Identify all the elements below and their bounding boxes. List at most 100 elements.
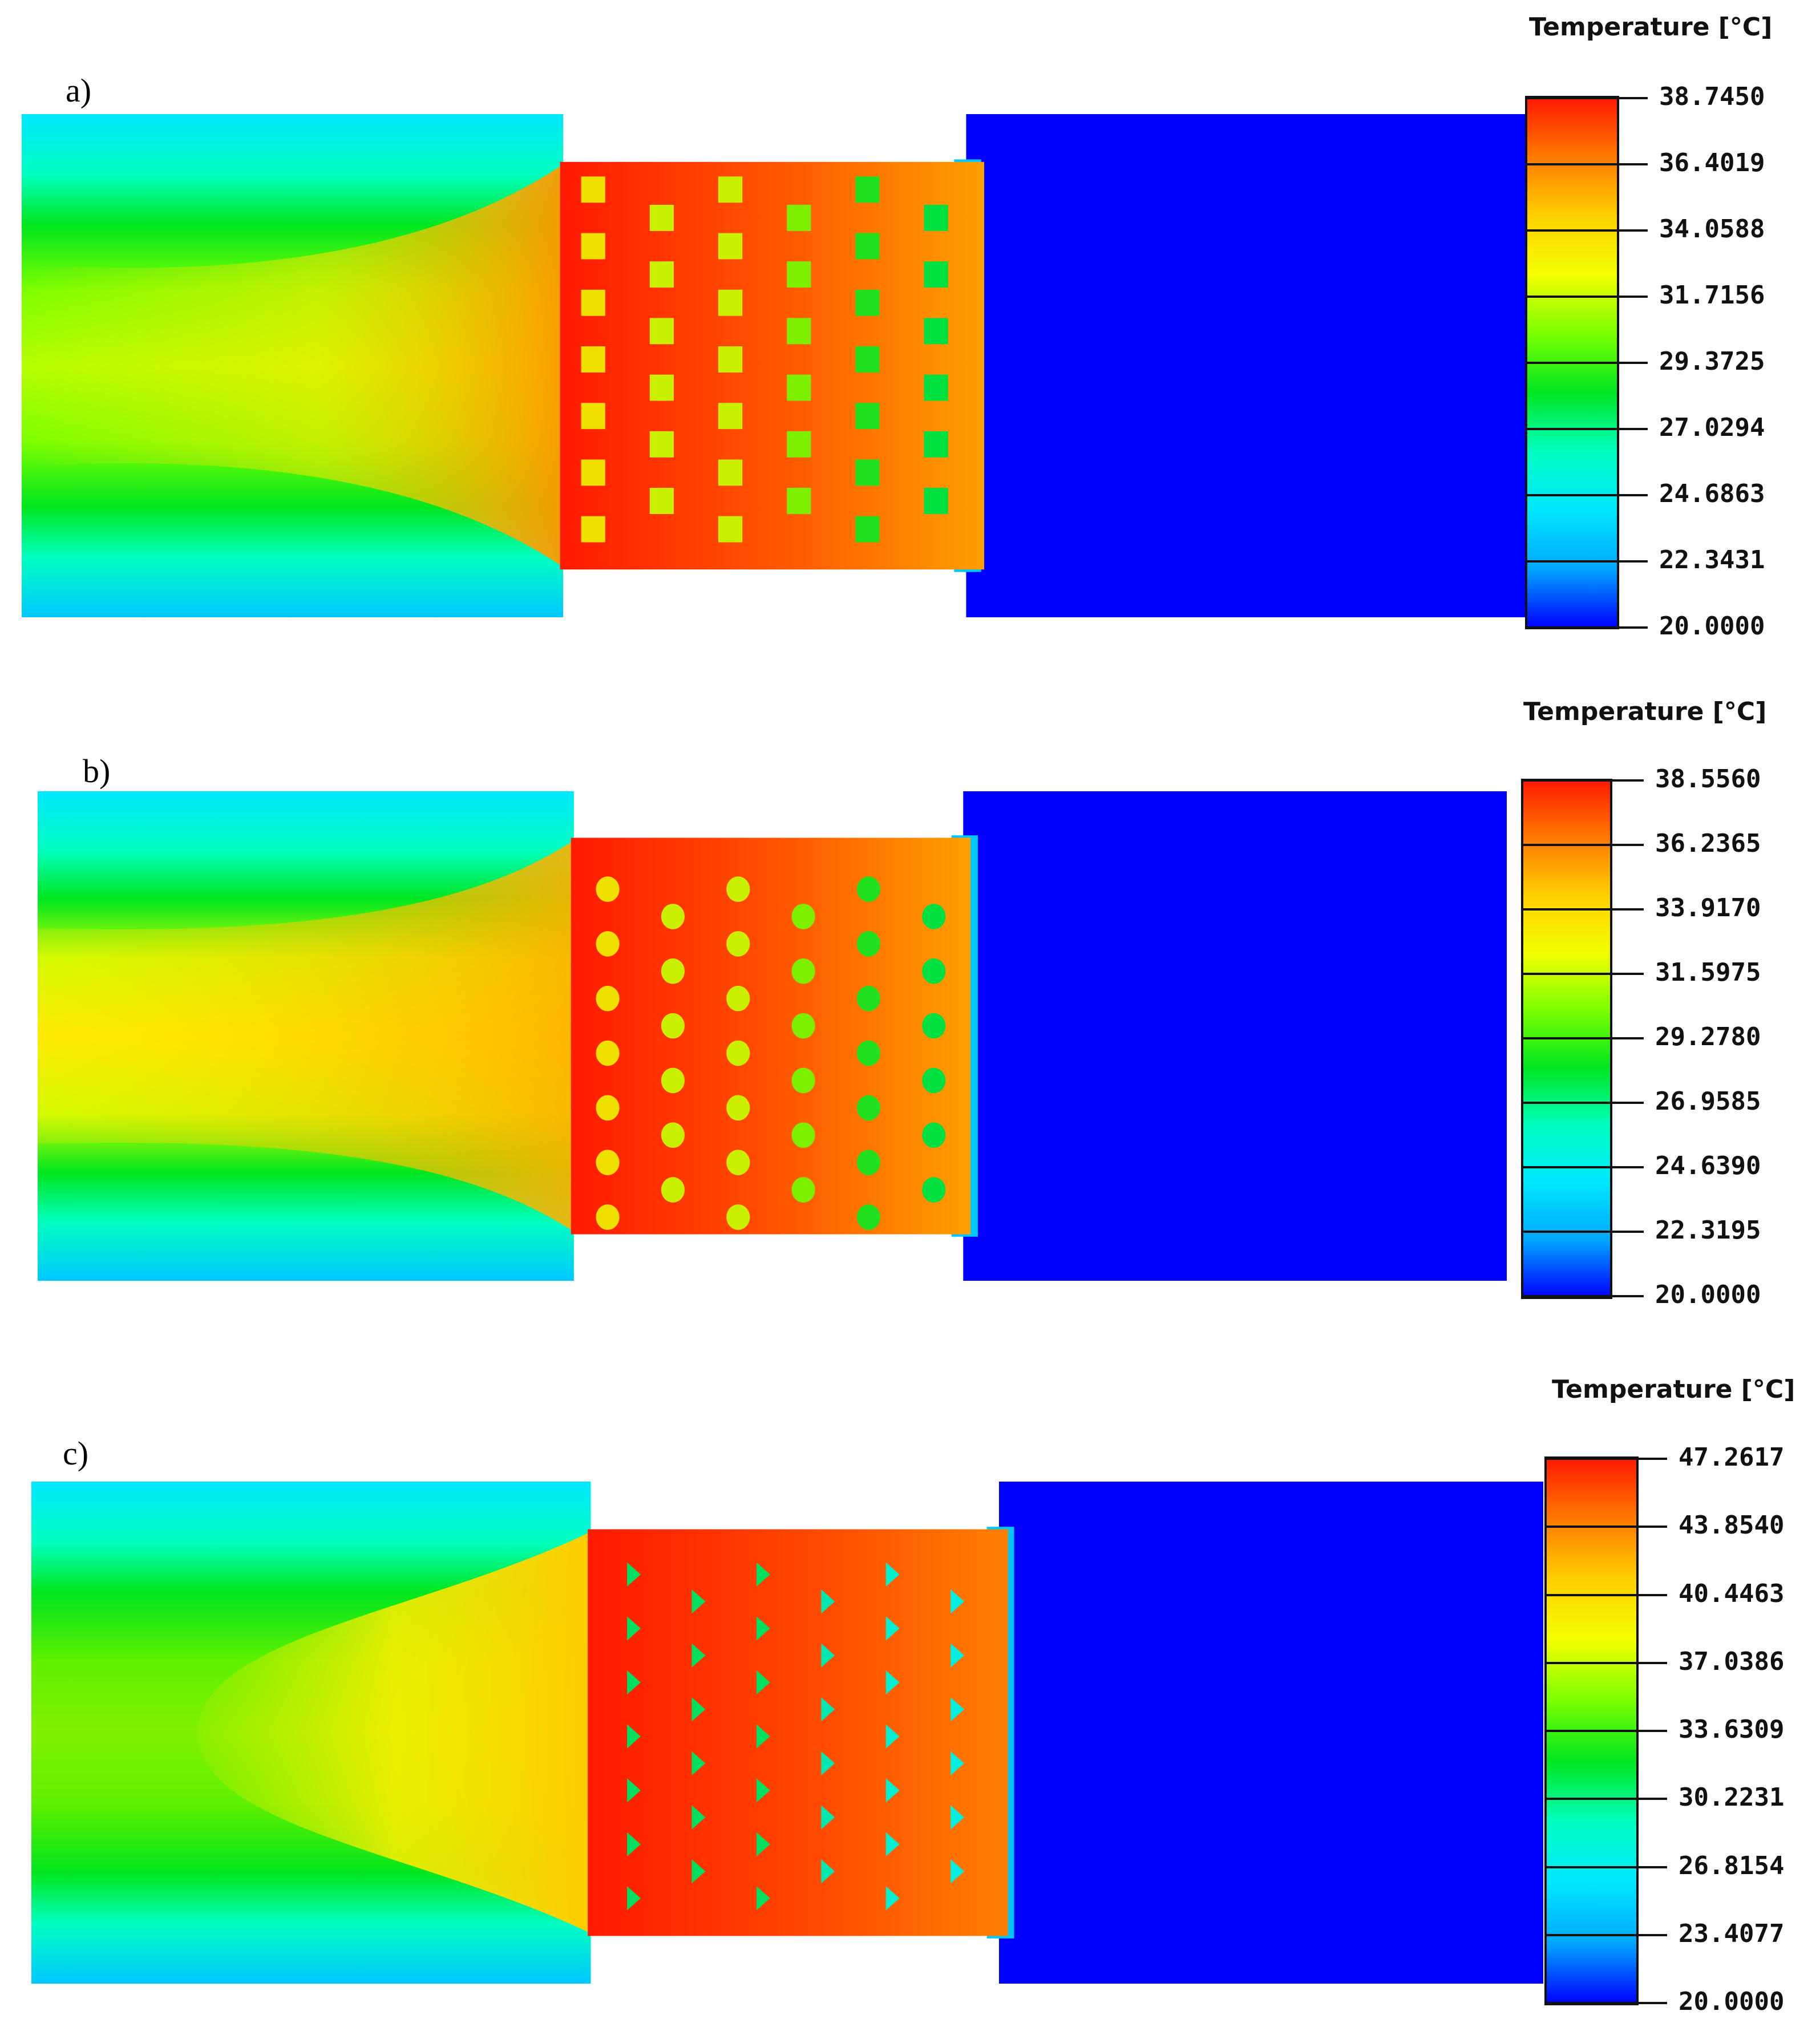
colorbar-tick-label: 47.2617 [1679,1443,1785,1472]
pin-fin [821,1859,835,1884]
panel-b: b) Temperature [°C] [38,697,1766,1309]
pin-fin [627,1616,641,1641]
pin-fin [756,1886,770,1911]
pin-fin [855,403,880,430]
pin-fin [756,1670,770,1695]
pin-fin [718,516,743,543]
pin-fin [691,1697,706,1722]
colorbar-tick [1525,296,1648,298]
panel-label: a) [66,72,92,109]
pin-fin [661,1013,685,1039]
pin-fin [581,176,605,203]
pin-fin [718,459,743,486]
pin-fin [821,1805,835,1830]
colorbar-tick [1521,1295,1644,1297]
pin-fin [787,204,811,231]
pin-fin [691,1805,706,1830]
heat-sink-block [560,161,985,570]
colorbar-tick [1525,362,1648,364]
pin-fin [756,1832,770,1856]
pin-fin [787,431,811,458]
pin-fin [718,346,743,373]
pin-fin [691,1859,706,1884]
legend-title: Temperature [°C] [1529,13,1773,42]
heat-sink-block [588,1529,1008,1936]
colorbar-tick [1521,973,1644,975]
pin-fin [821,1697,835,1722]
pin-fin [726,931,750,957]
colorbar-tick [1544,1458,1667,1460]
colorbar-tick [1544,1730,1667,1732]
warm-wake [197,1532,591,1933]
colorbar-tick-label: 24.6863 [1659,479,1765,508]
pin-fin [691,1751,706,1776]
pin-fin [791,1067,815,1094]
colorbar-tick [1544,1593,1667,1596]
pin-fin [922,1013,946,1039]
pin-fin [855,346,880,373]
outlet-region [999,1482,1543,1984]
pin-fin [821,1751,835,1776]
pin-fin [596,1150,620,1175]
pin-fin [726,1204,750,1230]
pin-fin [726,1095,750,1121]
pin-fin [791,1177,815,1203]
pin-fin [855,459,880,486]
pin-fin [581,289,605,316]
pin-fin [856,1204,881,1230]
pin-fin [951,1697,965,1722]
pin-fin [856,1095,881,1121]
pin-fin [856,1040,881,1066]
pin-fin [924,318,948,345]
pin-fin [661,1177,685,1203]
pin-fin [596,1095,620,1121]
pin-fin [924,488,948,514]
pin-fin [821,1589,835,1614]
pin-fin [661,1122,685,1148]
colorbar-tick [1525,560,1648,563]
outlet-region [966,114,1526,617]
pin-fin [791,1013,815,1039]
legend-title: Temperature [°C] [1552,1375,1795,1404]
pin-fin [661,958,685,984]
pin-fin [627,1562,641,1587]
colorbar-tick [1521,908,1644,911]
panel-label: b) [83,752,111,790]
pin-fin [922,904,946,929]
pin-fin [856,1150,881,1175]
pin-fin [649,261,674,288]
pin-fin [855,176,880,203]
colorbar-tick-label: 33.9170 [1655,893,1761,922]
pin-fin [787,261,811,288]
colorbar-tick [1521,1037,1644,1039]
colorbar-tick [1544,1526,1667,1528]
pin-fin [649,431,674,458]
colorbar-tick-label: 23.4077 [1679,1919,1785,1948]
pin-fin [718,176,743,203]
panel-label: c) [63,1435,89,1472]
colorbar-tick [1544,1866,1667,1868]
colorbar-tick-label: 26.8154 [1679,1851,1785,1880]
pin-fin [885,1778,900,1803]
pin-fin [581,403,605,430]
colorbar-tick-label: 30.2231 [1679,1783,1785,1812]
pin-fin [627,1724,641,1749]
pin-fin [649,488,674,514]
colorbar-tick-label: 22.3195 [1655,1216,1761,1245]
pin-fin [627,1670,641,1695]
pin-fin [581,346,605,373]
pin-fin [821,1643,835,1668]
pin-fin [787,318,811,345]
colorbar-tick [1521,1231,1644,1233]
pin-fin [649,374,674,401]
colorbar-tick-label: 24.6390 [1655,1151,1761,1180]
pin-fin [726,985,750,1011]
field-svg [31,1482,1543,1984]
pin-fin [855,233,880,260]
pin-fin [756,1724,770,1749]
colorbar-tick-label: 40.4463 [1679,1579,1785,1608]
pin-fin [791,1122,815,1148]
colorbar-tick [1525,163,1648,165]
pin-fin [924,374,948,401]
